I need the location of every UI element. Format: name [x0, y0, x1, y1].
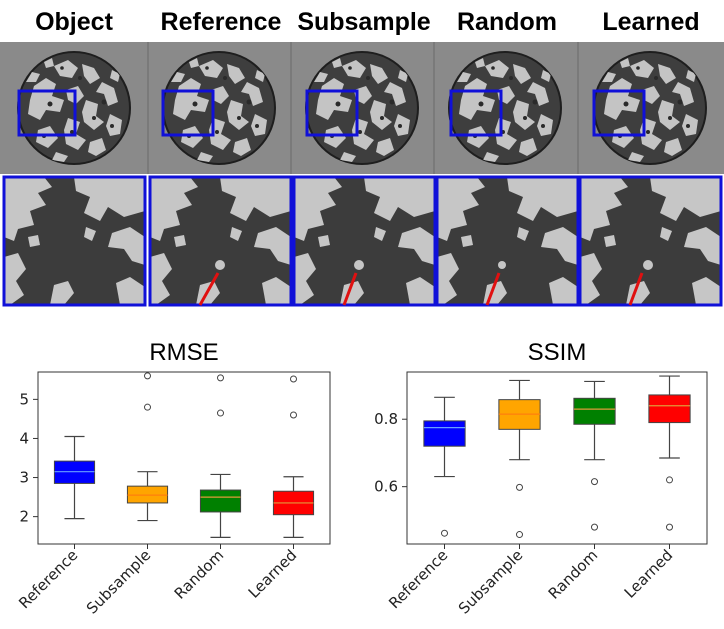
- box-reference: [53, 435, 96, 520]
- column-title-subsample: Subsample: [297, 8, 431, 36]
- y-tick-label: 4: [19, 429, 29, 447]
- x-tick-label: Subsample: [455, 546, 526, 617]
- chart-title: RMSE: [149, 339, 218, 366]
- box-random: [573, 380, 616, 531]
- box-subsample: [126, 372, 169, 522]
- outlier-point: [666, 476, 673, 484]
- box-iqr: [423, 420, 466, 447]
- highlight-box: [17, 89, 77, 137]
- phantom-reference: [161, 51, 276, 165]
- outlier-point: [441, 529, 448, 537]
- arrow-marker: [628, 272, 644, 306]
- rmse-chart: RMSE 2 3 4 5 Reference Subsample Random Learned: [15, 339, 331, 618]
- x-tick-label: Reference: [385, 546, 451, 612]
- y-tick-label: 0.8: [374, 410, 398, 428]
- outlier-point: [290, 375, 297, 383]
- zoom-random: [435, 175, 580, 307]
- outlier-point: [516, 483, 523, 491]
- outlier-point: [290, 411, 297, 419]
- chart-title: SSIM: [528, 339, 587, 366]
- box-learned: [272, 375, 315, 538]
- box-learned: [648, 375, 691, 531]
- y-tick-label: 5: [19, 390, 29, 408]
- highlight-box: [161, 89, 215, 137]
- y-tick-label: 0.6: [374, 478, 398, 496]
- x-tick-label: Subsample: [83, 546, 154, 617]
- outlier-point: [516, 531, 523, 539]
- outlier-point: [591, 523, 598, 531]
- arrow-marker: [342, 272, 358, 306]
- zoom-reference: [148, 175, 293, 307]
- outlier-point: [144, 403, 151, 411]
- phantom-object: [17, 51, 131, 165]
- outlier-point: [217, 409, 224, 417]
- phantom-random: [448, 51, 562, 165]
- column-title-reference: Reference: [160, 8, 282, 36]
- column-title-learned: Learned: [602, 8, 700, 36]
- y-tick-label: 2: [19, 508, 29, 526]
- box-reference: [423, 396, 466, 537]
- x-tick-label: Reference: [15, 546, 81, 612]
- box-iqr: [573, 397, 616, 425]
- outlier-point: [591, 478, 598, 486]
- x-tick-label: Learned: [621, 546, 677, 602]
- box-random: [199, 374, 242, 538]
- zoom-object: [2, 175, 147, 307]
- column-title-object: Object: [35, 8, 113, 36]
- zoom-subsample: [292, 175, 437, 307]
- box-iqr: [199, 489, 242, 513]
- x-tick-label: Random: [545, 546, 602, 603]
- ssim-chart: SSIM 0.6 0.8 Reference Subsample Random Learne…: [374, 339, 708, 618]
- highlight-box: [592, 89, 646, 137]
- y-tick-label: 3: [19, 469, 29, 487]
- x-tick-label: Random: [171, 546, 228, 603]
- reconstruction-image-grid: [0, 42, 724, 307]
- outlier-point: [666, 523, 673, 531]
- phantom-learned: [592, 51, 707, 165]
- zoom-learned: [578, 175, 723, 307]
- x-tick-label: Learned: [245, 546, 301, 602]
- plot-frame: [37, 371, 331, 545]
- outlier-point: [144, 372, 151, 380]
- arrow-marker: [485, 272, 501, 306]
- highlight-box: [305, 89, 359, 137]
- column-title-random: Random: [457, 8, 557, 36]
- box-subsample: [498, 379, 541, 539]
- arrow-marker: [198, 272, 220, 306]
- outlier-point: [217, 374, 224, 382]
- highlight-box: [449, 89, 503, 137]
- phantom-subsample: [305, 51, 419, 165]
- box-iqr: [648, 394, 691, 424]
